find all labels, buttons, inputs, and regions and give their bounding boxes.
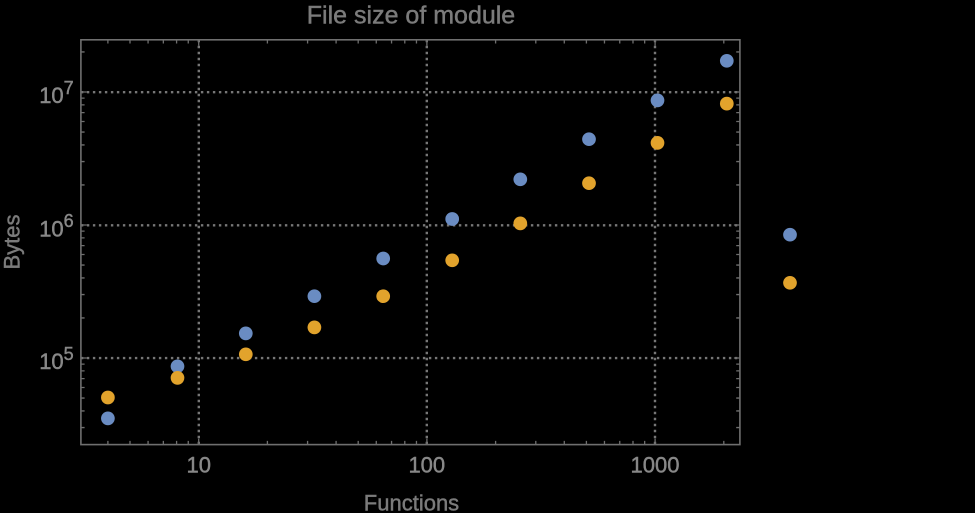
svg-text:File size of module: File size of module (307, 2, 515, 30)
svg-text:Functions: Functions (364, 491, 459, 513)
svg-text:Bytes: Bytes (0, 214, 25, 269)
svg-text:1000: 1000 (631, 453, 680, 478)
svg-text:106: 106 (39, 211, 74, 241)
svg-text:10: 10 (187, 453, 211, 478)
svg-text:100: 100 (408, 453, 445, 478)
svg-text:107: 107 (39, 78, 74, 108)
